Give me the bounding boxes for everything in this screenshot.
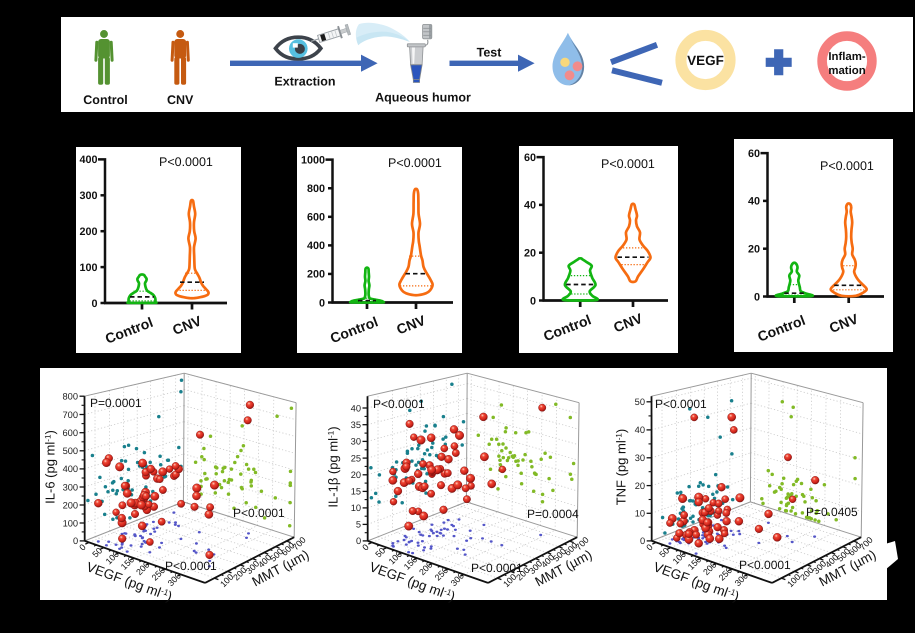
svg-text:100: 100 <box>79 262 97 274</box>
svg-text:200: 200 <box>79 226 97 238</box>
svg-text:P=0.0001: P=0.0001 <box>90 396 142 410</box>
svg-text:P<0.0001: P<0.0001 <box>159 155 213 169</box>
svg-text:20: 20 <box>524 248 536 260</box>
svg-text:P<0.0001: P<0.0001 <box>739 558 791 572</box>
svg-text:Inflam-: Inflam- <box>828 51 866 63</box>
svg-text:Extraction: Extraction <box>274 75 335 89</box>
svg-text:60: 60 <box>748 148 760 160</box>
svg-text:P<0.0001: P<0.0001 <box>601 157 655 171</box>
svg-text:25: 25 <box>351 453 361 463</box>
svg-text:800: 800 <box>62 392 78 402</box>
svg-text:800: 800 <box>307 183 325 195</box>
svg-text:40: 40 <box>524 200 536 212</box>
svg-text:200: 200 <box>63 500 79 510</box>
svg-text:700: 700 <box>62 410 78 420</box>
svg-text:30: 30 <box>351 437 361 447</box>
svg-text:10: 10 <box>635 509 645 519</box>
svg-text:50: 50 <box>635 397 645 407</box>
svg-text:Test: Test <box>477 46 503 60</box>
svg-text:P<0.0001: P<0.0001 <box>655 397 707 411</box>
svg-text:10: 10 <box>351 503 361 513</box>
svg-text:400: 400 <box>79 154 97 166</box>
svg-text:mation: mation <box>828 65 865 77</box>
svg-text:P<0.0001: P<0.0001 <box>388 156 442 170</box>
svg-text:40: 40 <box>635 425 645 435</box>
svg-text:CNV: CNV <box>167 93 194 107</box>
svg-text:VEGF: VEGF <box>687 53 724 68</box>
svg-text:5: 5 <box>356 520 361 530</box>
svg-text:P=0.0405: P=0.0405 <box>806 505 858 519</box>
svg-text:20: 20 <box>635 481 645 491</box>
svg-text:300: 300 <box>63 482 79 492</box>
svg-text:300: 300 <box>79 190 97 202</box>
svg-text:P=0.0004: P=0.0004 <box>527 507 579 521</box>
svg-text:400: 400 <box>307 240 325 252</box>
svg-text:40: 40 <box>351 403 361 413</box>
svg-text:30: 30 <box>635 453 645 463</box>
svg-text:600: 600 <box>62 428 78 438</box>
svg-text:15: 15 <box>351 487 361 497</box>
svg-text:35: 35 <box>351 420 361 430</box>
svg-text:40: 40 <box>748 196 760 208</box>
svg-text:1000: 1000 <box>301 155 325 167</box>
svg-text:0: 0 <box>530 295 536 307</box>
svg-text:400: 400 <box>63 464 79 474</box>
svg-text:20: 20 <box>351 470 361 480</box>
svg-text:200: 200 <box>307 269 325 281</box>
svg-text:P<0.0001: P<0.0001 <box>373 397 425 411</box>
svg-text:P<0.0001: P<0.0001 <box>233 506 285 520</box>
svg-text:60: 60 <box>524 152 536 164</box>
svg-text:100: 100 <box>63 518 79 528</box>
svg-text:0: 0 <box>319 297 325 309</box>
svg-text:0: 0 <box>754 291 760 303</box>
svg-text:IL-1β (pg ml-1): IL-1β (pg ml-1) <box>326 426 341 507</box>
svg-text:P<0.0001: P<0.0001 <box>165 559 217 573</box>
svg-text:P<0.0001: P<0.0001 <box>471 561 523 575</box>
svg-text:20: 20 <box>748 244 760 256</box>
svg-text:Aqueous humor: Aqueous humor <box>375 91 471 105</box>
svg-text:500: 500 <box>63 446 79 456</box>
svg-text:Control: Control <box>83 93 127 107</box>
svg-text:0: 0 <box>91 298 97 310</box>
svg-text:P<0.0001: P<0.0001 <box>820 159 874 173</box>
svg-text:600: 600 <box>307 212 325 224</box>
